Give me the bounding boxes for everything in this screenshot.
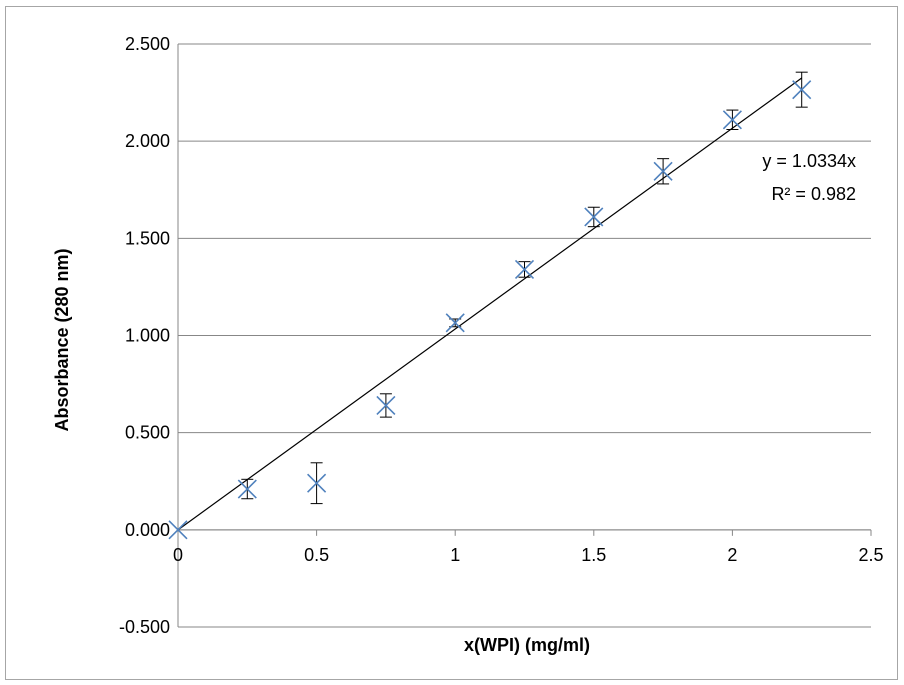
trendline-r-squared: R² = 0.982 xyxy=(771,184,856,204)
error-bars xyxy=(241,72,807,503)
gridlines xyxy=(178,44,871,627)
y-axis-title: Absorbance (280 nm) xyxy=(52,248,72,431)
trendline xyxy=(178,78,802,530)
trendline-equation: y = 1.0334x xyxy=(762,151,856,171)
x-tick-label: 1 xyxy=(450,545,460,565)
y-tick-label: 0.500 xyxy=(125,423,170,443)
y-tick-label: -0.500 xyxy=(119,617,170,637)
x-axis-title: x(WPI) (mg/ml) xyxy=(464,635,590,655)
x-tick-label: 1.5 xyxy=(581,545,606,565)
y-tick-label: 1.500 xyxy=(125,228,170,248)
x-tick-label: 0.5 xyxy=(304,545,329,565)
y-tick-label: 2.500 xyxy=(125,34,170,54)
trendline-layer xyxy=(178,78,802,530)
x-tick-label: 0 xyxy=(173,545,183,565)
y-tick-label: 0.000 xyxy=(125,520,170,540)
y-tick-label: 1.000 xyxy=(125,326,170,346)
x-tick-label: 2.5 xyxy=(858,545,883,565)
y-tick-label: 2.000 xyxy=(125,131,170,151)
data-points xyxy=(169,81,811,539)
scatter-plot: -0.500 0.000 0.500 1.000 1.500 2.000 2.500 0 0.5… xyxy=(6,7,899,681)
x-tick-label: 2 xyxy=(727,545,737,565)
chart-area: -0.500 0.000 0.500 1.000 1.500 2.000 2.500 0 0.5… xyxy=(5,6,898,680)
